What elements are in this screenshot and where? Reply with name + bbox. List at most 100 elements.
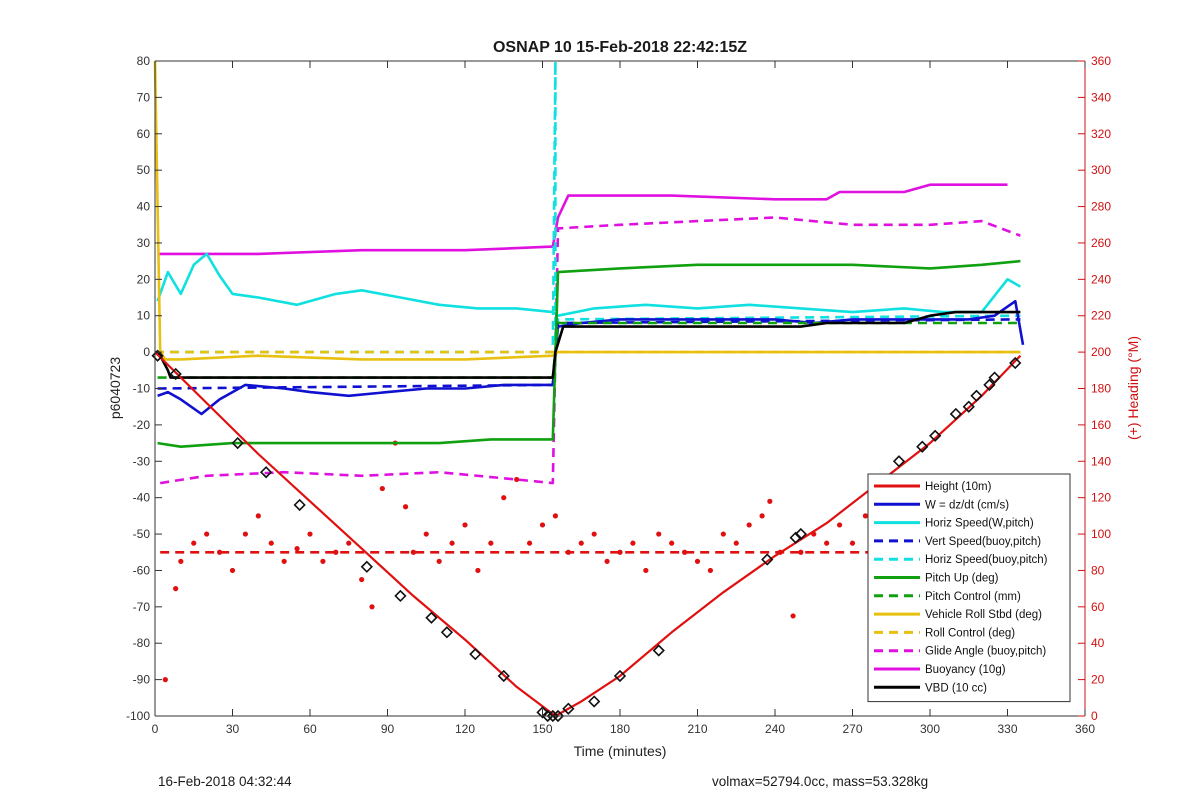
heading-point: [849, 540, 856, 546]
heading-point: [423, 531, 429, 537]
heading-point: [178, 558, 184, 564]
x-tick-label: 150: [532, 722, 552, 736]
x-tick-label: 30: [226, 722, 240, 736]
y2-tick-label: 300: [1091, 163, 1111, 177]
height-marker: [988, 371, 1001, 384]
y2-tick-label: 160: [1091, 418, 1111, 432]
height-marker: [541, 709, 554, 723]
heading-point: [359, 576, 365, 583]
x-tick-label: 210: [687, 722, 707, 736]
height-marker: [425, 611, 438, 624]
height-marker: [613, 669, 627, 683]
height-marker: [970, 389, 983, 402]
y-tick-label: -100: [126, 709, 150, 723]
height-marker: [892, 455, 906, 468]
heading-point: [694, 558, 701, 564]
y-tick-label: -10: [133, 382, 151, 396]
legend-label: W = dz/dt (cm/s): [925, 499, 1009, 511]
heading-point: [746, 522, 752, 528]
height-marker: [588, 695, 601, 708]
heading-point: [630, 540, 636, 546]
heading-point: [162, 677, 168, 683]
y-tick-label: -30: [133, 454, 151, 468]
heading-point: [173, 586, 179, 592]
heading-point: [798, 549, 804, 555]
heading-point: [410, 549, 416, 555]
heading-point: [707, 567, 714, 574]
height-marker: [983, 378, 996, 391]
heading-point: [578, 540, 584, 546]
height-marker: [794, 527, 807, 541]
legend-label: Roll Control (deg): [925, 627, 1015, 639]
y-tick-label: 40: [137, 200, 151, 214]
heading-point: [191, 540, 197, 546]
legend-label: Height (10m): [925, 481, 992, 493]
heading-point: [242, 531, 249, 537]
y2-tick-label: 360: [1091, 54, 1111, 68]
heading-point: [720, 531, 726, 537]
heading-point: [552, 513, 559, 519]
heading-point: [790, 613, 796, 619]
heading-point: [436, 558, 442, 564]
y2-tick-label: 20: [1091, 673, 1105, 687]
series-layer: [153, 59, 1025, 718]
x-tick-label: 0: [152, 722, 159, 736]
axes-layer: 0 30 60 90 120 150 180 210 240 270 300 330 360807060…: [126, 54, 1111, 736]
height-marker: [949, 407, 962, 421]
height-marker: [394, 589, 407, 603]
footer-volmax-mass: volmax=52794.0cc, mass=53.328kg: [712, 774, 929, 789]
y-tick-label: 50: [137, 163, 151, 177]
height-marker: [440, 626, 454, 639]
series-vbd-10-cc: [154, 310, 1021, 379]
y2-tick-label: 180: [1091, 382, 1111, 396]
height-marker: [293, 498, 306, 512]
heading-point: [514, 476, 520, 483]
series-buoyancy-10g: [157, 183, 1008, 256]
height-marker: [789, 531, 802, 544]
heading-point: [767, 498, 773, 504]
y-tick-label: 80: [137, 54, 151, 68]
heading-point: [836, 522, 843, 528]
x-tick-label: 180: [610, 722, 630, 736]
y-tick-label: -90: [133, 673, 151, 687]
y2-tick-label: 240: [1091, 272, 1111, 286]
heading-point: [669, 540, 675, 546]
legend-label: Horiz Speed(buoy,pitch): [925, 554, 1048, 566]
height-marker: [1009, 356, 1022, 370]
y2-tick-label: 280: [1091, 200, 1111, 214]
y2-tick-label: 60: [1091, 600, 1105, 614]
legend: Height (10m) W = dz/dt (cm/s) Horiz Speed(…: [867, 473, 1071, 703]
chart-title: OSNAP 10 15-Feb-2018 22:42:15Z: [493, 39, 747, 56]
x-tick-label: 270: [842, 722, 862, 736]
heading-point: [656, 531, 662, 537]
height-marker: [546, 709, 559, 723]
heading-point: [320, 558, 326, 564]
legend-label: Glide Angle (buoy,pitch): [925, 646, 1046, 658]
y-tick-label: 20: [137, 272, 151, 286]
y-tick-label: -20: [133, 418, 151, 432]
legend-label: Vehicle Roll Stbd (deg): [925, 609, 1042, 621]
heading-point: [281, 558, 287, 564]
y-tick-label: 60: [137, 127, 151, 141]
heading-point: [307, 531, 313, 537]
height-marker: [761, 553, 774, 566]
heading-point: [229, 567, 236, 574]
height-marker: [169, 367, 182, 381]
y2-tick-label: 220: [1091, 309, 1111, 323]
x-tick-label: 360: [1075, 722, 1095, 736]
heading-point: [346, 540, 352, 546]
legend-label: Pitch Control (mm): [925, 591, 1021, 603]
series-glide-angle-buoy-pitch: [159, 216, 1021, 485]
height-marker: [231, 436, 244, 450]
heading-point: [591, 531, 597, 537]
y2-tick-label: 80: [1091, 563, 1105, 577]
height-marker: [916, 440, 929, 453]
x-tick-label: 330: [997, 722, 1017, 736]
heading-point: [824, 540, 830, 546]
height-marker: [497, 669, 510, 683]
legend-box: [867, 473, 1071, 703]
y-tick-label: 70: [137, 90, 151, 104]
height-marker: [536, 706, 549, 719]
heading-point: [402, 504, 409, 510]
